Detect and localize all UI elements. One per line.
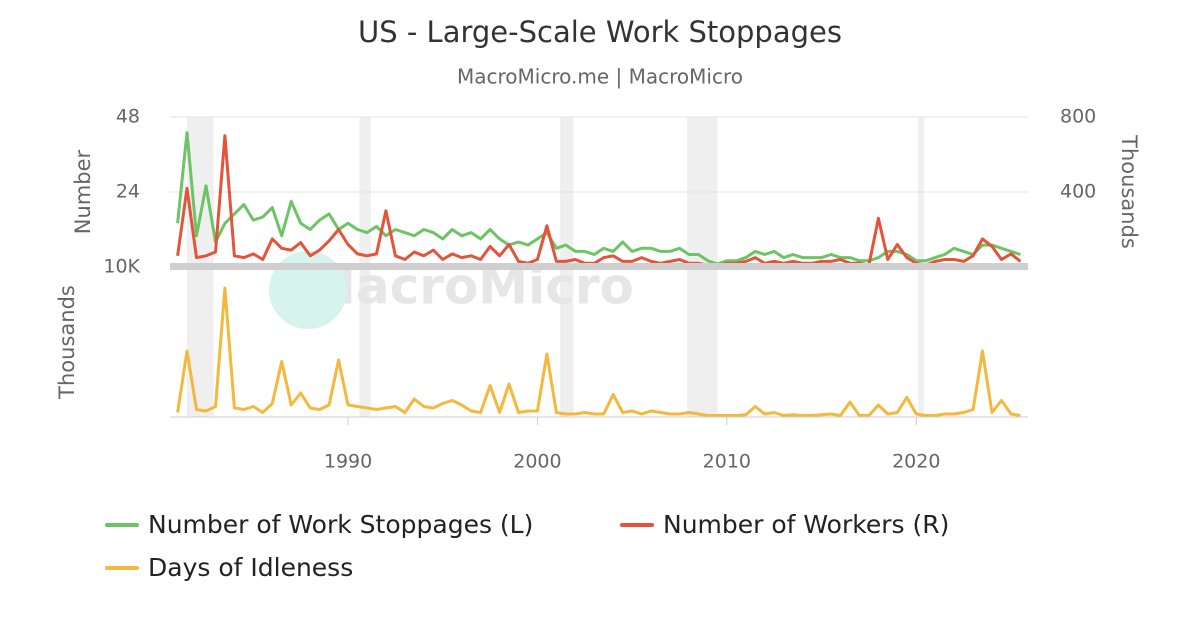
legend-swatch: [105, 522, 139, 527]
y2-tick-label: 800: [1060, 106, 1096, 128]
legend-item: Number of Workers (R): [620, 510, 949, 539]
series-line: [176, 286, 1021, 417]
watermark-logo: [269, 251, 347, 329]
chart-subtitle: MacroMicro.me | MacroMicro: [457, 65, 743, 89]
panel-separator: [170, 263, 1028, 270]
y-tick-label: 48: [116, 106, 140, 128]
legend-label: Number of Work Stoppages (L): [148, 510, 534, 539]
y2-axis-title: Thousands: [1117, 134, 1141, 249]
y2-tick-label: 400: [1060, 181, 1096, 203]
legend-item: Days of Idleness: [105, 553, 353, 582]
y-axis-title: Thousands: [55, 285, 79, 400]
legend-label: Number of Workers (R): [663, 510, 950, 539]
y-axis-title: Number: [71, 149, 95, 234]
legend-swatch: [105, 565, 139, 570]
x-tick-label: 2020: [892, 451, 940, 473]
series-line: [176, 134, 1022, 267]
legend-swatch: [620, 522, 654, 527]
legend-label: Days of Idleness: [148, 553, 354, 582]
chart-title: US - Large-Scale Work Stoppages: [358, 15, 842, 49]
series-line: [176, 131, 1021, 266]
x-tick-label: 1990: [324, 451, 372, 473]
legend-item: Number of Work Stoppages (L): [105, 510, 533, 539]
x-tick-label: 2010: [703, 451, 751, 473]
chart: US - Large-Scale Work Stoppages MacroMic…: [55, 15, 1141, 473]
y-tick-label: 24: [116, 181, 140, 203]
x-tick-label: 2000: [513, 451, 561, 473]
y-tick-label: 10K: [103, 256, 140, 278]
